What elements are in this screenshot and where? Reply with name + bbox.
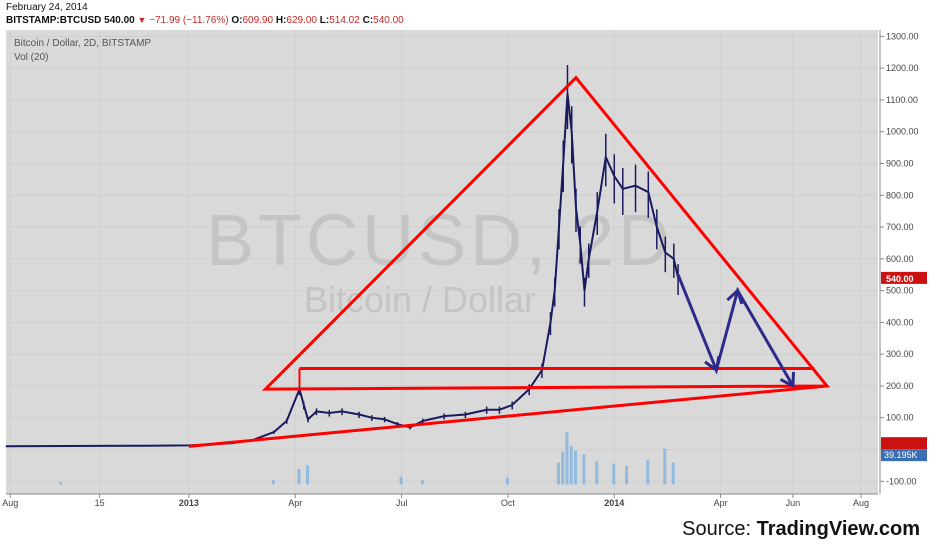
time-tick-label: Jun: [786, 498, 801, 508]
forecast-arrowhead-3: [779, 371, 795, 389]
price-change: −71.99 (−11.76%): [149, 15, 229, 26]
volume-bar: [399, 476, 403, 485]
volume-bar: [561, 451, 565, 485]
volume-bar: [625, 465, 629, 485]
price-tick-label: 1000.00: [886, 127, 919, 137]
volume-bar: [582, 454, 586, 485]
volume-bar: [646, 459, 650, 485]
open-value: 609.90: [242, 15, 274, 26]
volume-bar: [59, 482, 63, 485]
volume-bar: [569, 445, 573, 485]
price-tick-label: 1200.00: [886, 63, 919, 73]
open-label: O:: [231, 15, 243, 26]
volume-bar: [306, 465, 310, 485]
source-brand: TradingView.com: [756, 518, 920, 540]
indicator-label: Vol (20): [14, 52, 48, 63]
time-tick-label: Oct: [501, 498, 516, 508]
volume-bar: [663, 448, 667, 485]
time-tick-label: 15: [95, 498, 105, 508]
volume-bar: [271, 480, 275, 485]
volume-bar: [612, 463, 616, 485]
time-tick-label: 2013: [179, 498, 199, 508]
time-tick-label: Apr: [288, 498, 302, 508]
volume-badge: [881, 449, 927, 462]
close-value: 540.00: [373, 15, 404, 26]
symbol-quote-bar: BITSTAMP:BTCUSD 540.00 ▼ −71.99 (−11.76%…: [6, 15, 404, 26]
source-prefix: Source:: [682, 518, 757, 540]
high-value: 629.00: [286, 15, 317, 26]
volume-bar: [573, 450, 577, 485]
price-line: [5, 93, 680, 448]
close-label: C:: [362, 15, 374, 26]
last-price: 540.00: [104, 15, 135, 26]
volume-bar: [671, 462, 675, 485]
price-tick-label: 500.00: [886, 286, 914, 296]
volume-bar: [505, 477, 509, 485]
time-tick-label: Aug: [853, 498, 869, 508]
price-tick-label: 600.00: [886, 254, 914, 264]
last-price-badge: [881, 271, 927, 284]
triangle-pattern: [261, 75, 831, 391]
time-tick-label: Jul: [396, 498, 408, 508]
volume-bar: [420, 480, 424, 485]
price-tick-label: 200.00: [886, 381, 914, 391]
time-tick-label: Aug: [2, 498, 18, 508]
low-value: 514.02: [329, 15, 360, 26]
chart-date: February 24, 2014: [6, 2, 88, 13]
forecast-path: [676, 274, 795, 387]
source-credit: Source: TradingView.com: [682, 518, 920, 541]
time-tick-label: Apr: [714, 498, 728, 508]
price-tick-label: 300.00: [886, 349, 914, 359]
rising-trendline: [188, 384, 828, 448]
volume-bar: [565, 432, 569, 485]
price-tick-label: 1300.00: [886, 31, 919, 41]
volume-label: 39.195K: [884, 450, 918, 460]
price-tick-label: 100.00: [886, 413, 914, 423]
last-price-label: 540.00: [886, 274, 914, 284]
symbol-label[interactable]: BITSTAMP:BTCUSD: [6, 15, 102, 26]
price-tick-label: 700.00: [886, 222, 914, 232]
volume-bar: [297, 469, 301, 485]
volume-badge-top: [881, 437, 927, 450]
forecast-arrowhead-2: [726, 287, 744, 305]
chart-title: Bitcoin / Dollar, 2D, BITSTAMP: [14, 38, 151, 49]
price-tick-label: -100.00: [886, 476, 917, 486]
volume-bar: [556, 462, 560, 485]
price-tick-label: 400.00: [886, 317, 914, 327]
price-tick-label: 800.00: [886, 190, 914, 200]
time-tick-label: 2014: [604, 498, 624, 508]
price-tick-label: 900.00: [886, 158, 914, 168]
high-label: H:: [275, 15, 287, 26]
price-tick-label: 1100.00: [886, 95, 918, 105]
down-triangle-icon: ▼: [137, 15, 147, 25]
volume-bar: [595, 461, 599, 485]
low-label: L:: [319, 15, 330, 26]
forecast-arrowhead-1: [704, 356, 721, 373]
